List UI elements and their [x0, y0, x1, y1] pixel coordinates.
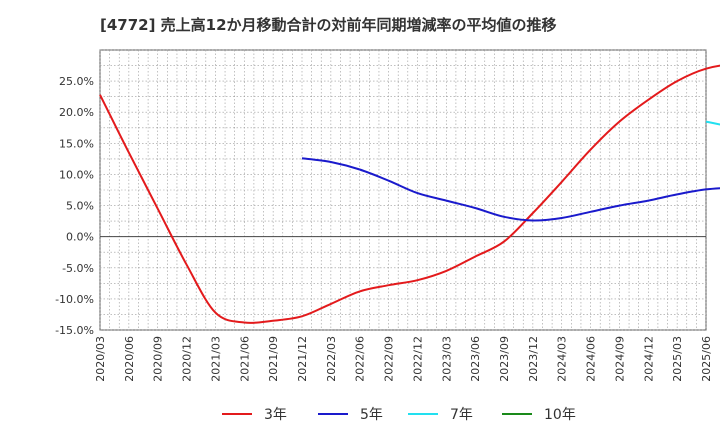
- x-tick-label: 2023/09: [498, 336, 511, 382]
- x-tick-label: 2022/12: [411, 336, 424, 382]
- x-tick-label: 2023/12: [527, 336, 540, 382]
- x-tick-label: 2025/06: [700, 336, 713, 382]
- x-tick-label: 2021/06: [238, 336, 251, 382]
- x-tick-label: 2023/06: [469, 336, 482, 382]
- x-tick-label: 2022/09: [383, 336, 396, 382]
- legend-label: 3年: [264, 407, 287, 423]
- x-tick-label: 2025/03: [671, 336, 684, 382]
- x-tick-label: 2022/03: [325, 336, 338, 382]
- x-tick-label: 2024/06: [585, 336, 598, 382]
- grid: [99, 49, 707, 331]
- y-tick-label: 5.0%: [66, 200, 94, 213]
- chart-title: [4772] 売上高12か月移動合計の対前年同期増減率の平均値の推移: [100, 16, 557, 34]
- y-tick-label: 10.0%: [59, 168, 94, 181]
- legend-label: 7年: [450, 407, 473, 423]
- y-tick-label: 25.0%: [59, 75, 94, 88]
- x-tick-label: 2024/09: [613, 336, 626, 382]
- legend: 3年 5年 7年 10年: [222, 407, 576, 423]
- x-tick-label: 2021/09: [267, 336, 280, 382]
- x-tick-label: 2023/03: [440, 336, 453, 382]
- y-tick-label: 20.0%: [59, 106, 94, 119]
- x-tick-label: 2020/06: [123, 336, 136, 382]
- y-tick-label: 15.0%: [59, 137, 94, 150]
- series-lines: [99, 64, 720, 324]
- x-tick-label: 2020/12: [181, 336, 194, 382]
- series-line-2: [705, 120, 720, 126]
- series-line-0: [99, 64, 720, 324]
- x-tick-label: 2024/03: [556, 336, 569, 382]
- legend-label: 5年: [360, 407, 383, 423]
- x-tick-label: 2020/09: [152, 336, 165, 382]
- x-tick-label: 2021/03: [209, 336, 222, 382]
- y-tick-label: -5.0%: [62, 262, 94, 275]
- x-tick-label: 2020/03: [94, 336, 107, 382]
- x-tick-label: 2021/12: [296, 336, 309, 382]
- x-axis: 2020/03 2020/06 2020/09 2020/12 2021/03 2021/…: [94, 336, 713, 382]
- x-tick-label: 2022/06: [354, 336, 367, 382]
- series-line-1: [301, 157, 720, 222]
- y-tick-label: 0.0%: [66, 231, 94, 244]
- y-tick-label: -10.0%: [55, 293, 94, 306]
- legend-label: 10年: [544, 407, 576, 423]
- y-tick-label: -15.0%: [55, 324, 94, 337]
- y-axis: 25.0% 20.0% 15.0% 10.0% 5.0% 0.0% -5.0% -10.0% -…: [55, 75, 94, 337]
- x-tick-label: 2024/12: [642, 336, 655, 382]
